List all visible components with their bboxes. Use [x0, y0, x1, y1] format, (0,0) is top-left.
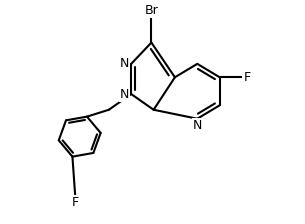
Text: Br: Br: [145, 4, 158, 17]
Text: N: N: [120, 88, 129, 101]
Text: F: F: [243, 71, 251, 84]
Text: F: F: [72, 196, 79, 209]
Text: N: N: [193, 119, 202, 132]
Text: N: N: [120, 57, 129, 70]
